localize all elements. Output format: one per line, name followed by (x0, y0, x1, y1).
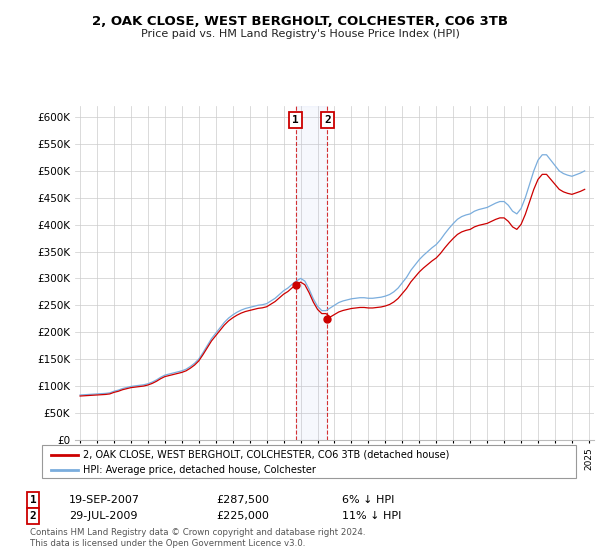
Text: 2: 2 (29, 511, 37, 521)
Text: £287,500: £287,500 (216, 495, 269, 505)
Text: 1: 1 (29, 495, 37, 505)
Text: 19-SEP-2007: 19-SEP-2007 (69, 495, 140, 505)
Text: HPI: Average price, detached house, Colchester: HPI: Average price, detached house, Colc… (83, 465, 316, 474)
Text: 6% ↓ HPI: 6% ↓ HPI (342, 495, 394, 505)
Text: Contains HM Land Registry data © Crown copyright and database right 2024.
This d: Contains HM Land Registry data © Crown c… (30, 528, 365, 548)
Text: 11% ↓ HPI: 11% ↓ HPI (342, 511, 401, 521)
Bar (296, 106, 328, 440)
Text: 29-JUL-2009: 29-JUL-2009 (69, 511, 137, 521)
Text: 2, OAK CLOSE, WEST BERGHOLT, COLCHESTER, CO6 3TB: 2, OAK CLOSE, WEST BERGHOLT, COLCHESTER,… (92, 15, 508, 28)
Text: 1: 1 (292, 115, 299, 125)
Text: 2: 2 (324, 115, 331, 125)
Text: £225,000: £225,000 (216, 511, 269, 521)
Text: 2, OAK CLOSE, WEST BERGHOLT, COLCHESTER, CO6 3TB (detached house): 2, OAK CLOSE, WEST BERGHOLT, COLCHESTER,… (83, 450, 449, 460)
Text: Price paid vs. HM Land Registry's House Price Index (HPI): Price paid vs. HM Land Registry's House … (140, 29, 460, 39)
